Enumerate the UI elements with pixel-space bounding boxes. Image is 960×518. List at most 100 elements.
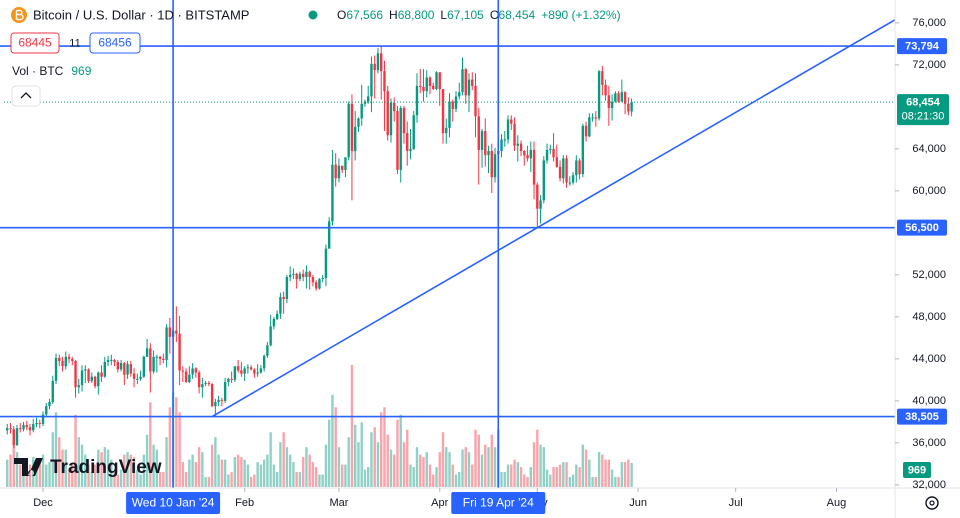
- candle-body: [500, 139, 503, 151]
- candle-body: [623, 92, 627, 104]
- volume-bar: [451, 464, 454, 487]
- volume-bar: [591, 477, 594, 487]
- volume-bar: [175, 397, 178, 487]
- candle-body: [15, 428, 19, 445]
- ohlc-key: L: [440, 8, 447, 22]
- volume-bar: [165, 437, 168, 487]
- candle-body: [594, 117, 598, 119]
- hline-label-box: [897, 408, 947, 425]
- candle-body: [480, 131, 484, 150]
- spread: 11: [69, 37, 80, 49]
- volume-bar: [301, 457, 305, 487]
- volume-bar: [129, 454, 133, 487]
- volume-bar: [562, 462, 565, 487]
- candle-body: [311, 277, 315, 283]
- candle-body: [9, 428, 12, 430]
- collapse-icon[interactable]: [20, 92, 32, 99]
- candle-body: [523, 151, 526, 156]
- plot-area: [0, 0, 895, 488]
- candle-body: [90, 376, 93, 381]
- hline-label-box: [897, 219, 947, 236]
- buy-price[interactable]: 68456: [98, 36, 132, 50]
- buy-button[interactable]: [89, 32, 141, 54]
- volume-bar: [217, 454, 220, 487]
- volume-bar: [259, 464, 263, 487]
- volume-bar: [103, 447, 107, 487]
- candle-body: [503, 139, 506, 141]
- volume-bar: [594, 477, 598, 487]
- price-label-box: [897, 94, 949, 126]
- collapse-button[interactable]: [11, 85, 41, 107]
- volume-bar: [588, 459, 591, 487]
- ohlc-key: O: [337, 8, 346, 22]
- candle-body: [113, 359, 116, 363]
- volume-bar: [484, 444, 487, 487]
- volume-bar: [305, 447, 308, 487]
- volume-bar: [471, 464, 474, 487]
- volume-bar: [350, 365, 354, 487]
- candle-layer: [6, 46, 633, 449]
- volume-bar: [617, 477, 620, 487]
- candle-body: [539, 200, 542, 209]
- candle-body: [448, 101, 451, 128]
- candle-body: [217, 399, 220, 402]
- brand-name: TradingView: [50, 457, 162, 478]
- coin-glyph: [15, 9, 24, 21]
- volume-bar: [623, 462, 627, 487]
- volume-bar: [132, 457, 136, 487]
- sell-price[interactable]: 68445: [18, 36, 52, 50]
- candle-body: [373, 63, 376, 71]
- candle-body: [93, 376, 97, 387]
- volume-bar: [506, 464, 510, 487]
- volume-bar: [84, 454, 87, 487]
- volume-bar: [363, 469, 367, 487]
- volume-bar: [604, 459, 607, 487]
- ohlc-value: 68,800: [398, 8, 435, 22]
- volume-bar: [549, 474, 552, 487]
- volume-bar: [373, 427, 376, 487]
- volume-bar: [54, 412, 58, 487]
- volume-bar: [106, 449, 110, 487]
- symbol-title[interactable]: Bitcoin / U.S. Dollar · 1D · BITSTAMP: [33, 7, 249, 22]
- candle-body: [178, 333, 181, 371]
- volume-bar: [188, 459, 191, 487]
- volume-bar: [158, 472, 162, 487]
- sell-button[interactable]: [10, 32, 60, 54]
- volume-bar: [396, 419, 399, 487]
- volume-bar: [552, 467, 555, 487]
- volume-bar: [607, 459, 611, 487]
- candle-body: [584, 125, 588, 137]
- volume-bar: [454, 474, 458, 487]
- volume-bar: [275, 472, 279, 487]
- candle-body: [279, 296, 282, 314]
- volume-label-box: [903, 462, 931, 478]
- candle-body: [620, 92, 624, 102]
- volume-bar: [393, 454, 396, 487]
- candle-body: [321, 278, 324, 280]
- volume-bar: [526, 477, 529, 487]
- volume-bar: [406, 429, 409, 487]
- candle-body: [223, 382, 227, 401]
- change: +890 (+1.32%): [541, 8, 620, 22]
- volume-bar: [197, 447, 201, 487]
- candle-body: [376, 53, 380, 71]
- settings-icon[interactable]: [925, 496, 939, 510]
- candle-body: [441, 89, 445, 134]
- candle-body: [578, 160, 581, 175]
- candle-body: [35, 422, 38, 424]
- market-status[interactable]: [308, 10, 318, 20]
- volume-bar: [353, 424, 357, 487]
- y-tick-label: 40,000: [912, 395, 946, 407]
- volume-bar: [142, 454, 146, 487]
- candle-body: [214, 401, 217, 407]
- volume-bar: [80, 444, 84, 487]
- volume-bar: [119, 469, 123, 487]
- candle-body: [165, 327, 168, 360]
- volume-bar: [432, 474, 435, 487]
- settings-icon-core[interactable]: [929, 500, 935, 506]
- candle-body: [406, 133, 409, 151]
- candle-body: [445, 127, 448, 134]
- candle-body: [389, 102, 393, 136]
- candle-body: [490, 151, 493, 178]
- volume-bar: [220, 459, 224, 487]
